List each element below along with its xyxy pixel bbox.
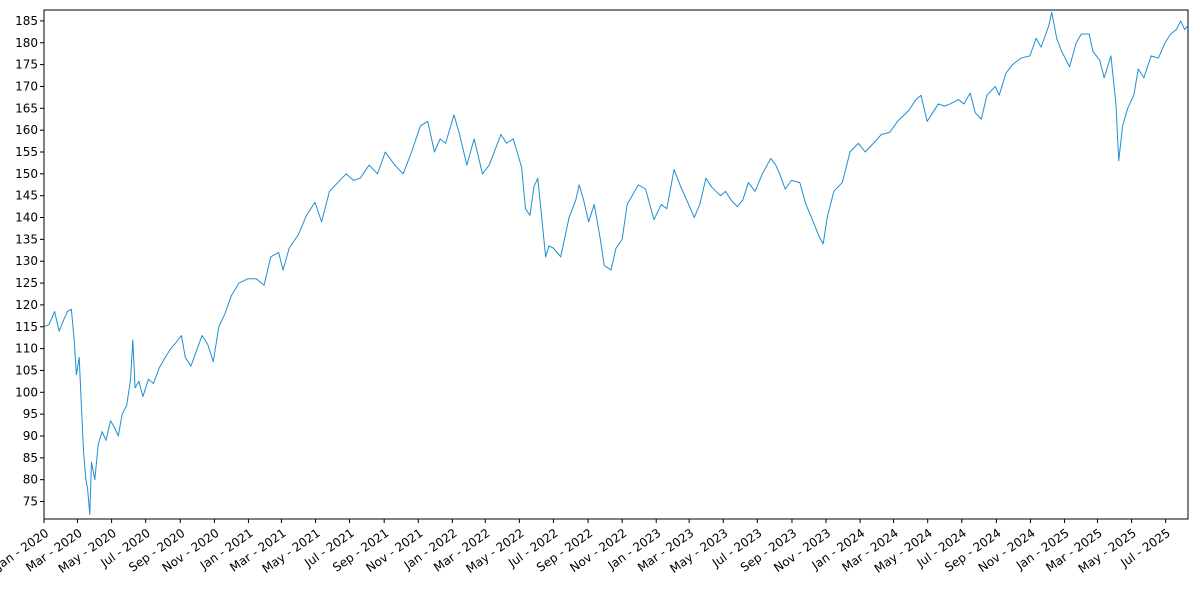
y-tick-label: 180 <box>15 36 38 50</box>
y-tick-label: 135 <box>15 232 38 246</box>
y-tick-label: 150 <box>15 167 38 181</box>
y-tick-label: 125 <box>15 276 38 290</box>
y-tick-label: 75 <box>23 495 38 509</box>
y-tick-label: 120 <box>15 298 38 312</box>
y-tick-label: 80 <box>23 473 38 487</box>
y-tick-label: 185 <box>15 14 38 28</box>
y-tick-label: 155 <box>15 145 38 159</box>
y-tick-label: 175 <box>15 58 38 72</box>
series-line <box>43 11 1189 516</box>
series-layer <box>43 11 1189 516</box>
plot-frame <box>43 9 1189 520</box>
y-tick-label: 100 <box>15 385 38 399</box>
y-tick-label: 95 <box>23 407 38 421</box>
plot-border <box>43 9 1189 520</box>
y-tick-label: 130 <box>15 254 38 268</box>
y-tick-label: 140 <box>15 211 38 225</box>
y-tick-label: 145 <box>15 189 38 203</box>
y-tick-label: 90 <box>23 429 38 443</box>
y-axis: 75 80 85 90 95 100 105 110 115 120 125 130 135 140 145… <box>15 14 44 509</box>
y-tick-label: 115 <box>15 320 38 334</box>
y-tick-label: 110 <box>15 342 38 356</box>
y-tick-label: 170 <box>15 79 38 93</box>
y-tick-label: 160 <box>15 123 38 137</box>
y-tick-label: 165 <box>15 101 38 115</box>
y-tick-label: 85 <box>23 451 38 465</box>
y-tick-label: 105 <box>15 363 38 377</box>
